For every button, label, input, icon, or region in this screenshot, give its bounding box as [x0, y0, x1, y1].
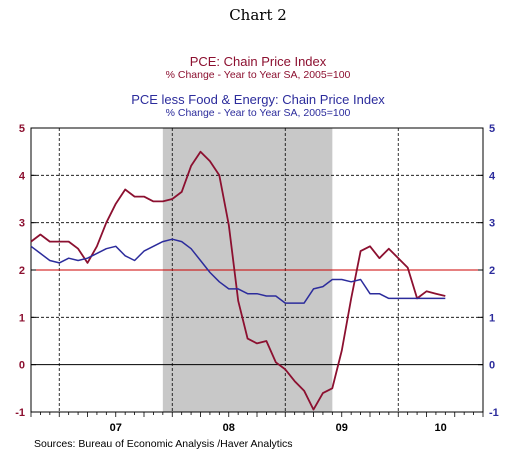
y-tick-label-right: 4 — [489, 170, 496, 182]
y-tick-label-left: 0 — [19, 360, 25, 372]
y-tick-label-left: 3 — [19, 218, 25, 230]
series-core-title: PCE less Food & Energy: Chain Price Inde… — [131, 92, 385, 107]
x-tick-label: 09 — [336, 422, 348, 434]
series-core-subtitle: % Change - Year to Year SA, 2005=100 — [166, 107, 351, 119]
x-tick-label: 07 — [110, 422, 122, 434]
series-pce-subtitle: % Change - Year to Year SA, 2005=100 — [166, 69, 351, 81]
y-tick-label-left: 4 — [19, 170, 26, 182]
series-pce-line — [30, 150, 446, 411]
series-core-line — [30, 238, 446, 304]
y-tick-label-right: 3 — [489, 218, 495, 230]
x-tick-label: 08 — [223, 422, 235, 434]
y-tick-label-right: 0 — [489, 360, 495, 372]
y-tick-label-left: 2 — [19, 265, 25, 277]
chart-source: Sources: Bureau of Economic Analysis /Ha… — [34, 438, 293, 450]
y-tick-label-right: -1 — [489, 407, 499, 419]
x-tick-label: 10 — [435, 422, 447, 434]
y-tick-label-right: 1 — [489, 312, 495, 324]
plot-area: -1 -1 0 0 1 1 2 2 3 3 4 4 5 5 07 08 09 10 — [15, 123, 499, 434]
series-pce-title: PCE: Chain Price Index — [190, 54, 327, 69]
chart-title: Chart 2 — [229, 6, 287, 24]
y-tick-label-right: 2 — [489, 265, 495, 277]
y-tick-label-left: 1 — [19, 312, 25, 324]
y-tick-label-left: 5 — [19, 123, 25, 135]
y-tick-label-left: -1 — [15, 407, 25, 419]
y-tick-label-right: 5 — [489, 123, 495, 135]
